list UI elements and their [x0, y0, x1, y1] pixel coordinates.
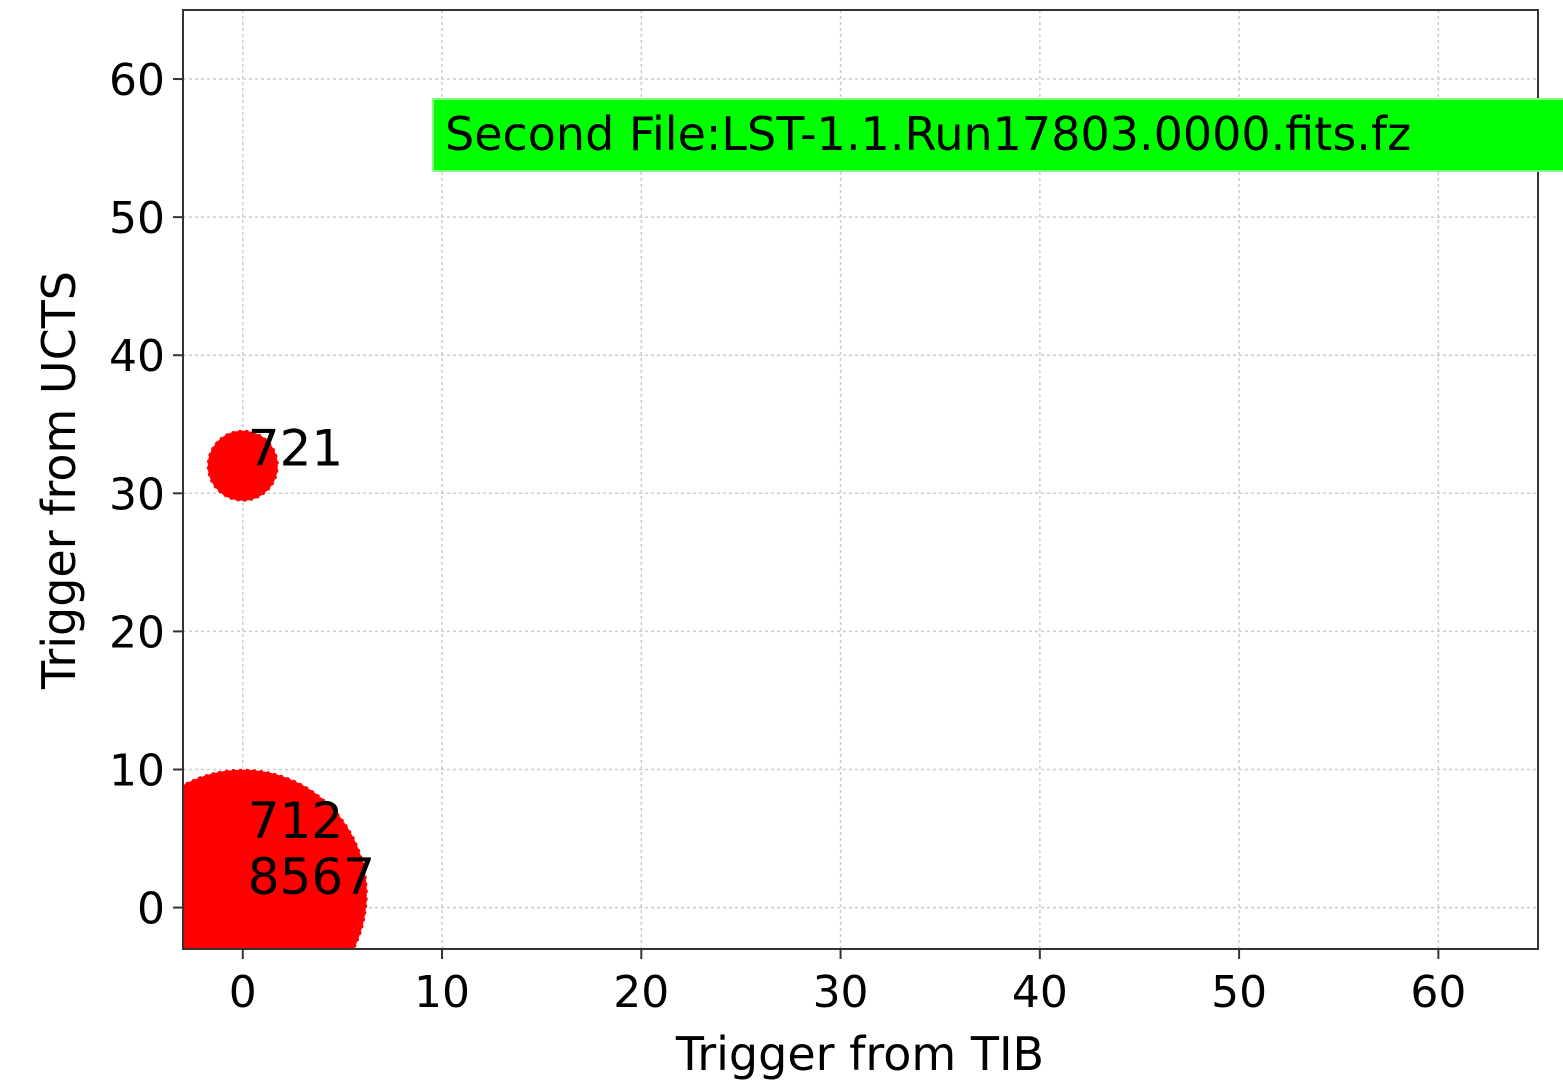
y-tick-label: 30: [109, 469, 165, 520]
x-axis-label: Trigger from TIB: [675, 1027, 1044, 1081]
x-tick-label: 60: [1410, 967, 1466, 1018]
file-annotation-box: [432, 98, 1563, 172]
x-tick-label: 30: [813, 967, 869, 1018]
data-point: [205, 428, 280, 503]
x-tick-label: 50: [1211, 967, 1267, 1018]
y-tick-label: 10: [109, 745, 165, 796]
y-tick-label: 40: [109, 331, 165, 382]
file-annotation: Second File:LST-1.1.Run17803.0000.fits.f…: [432, 98, 1563, 172]
y-tick-label: 50: [109, 193, 165, 244]
y-tick-label: 0: [137, 884, 165, 935]
x-tick-label: 40: [1012, 967, 1068, 1018]
data-points: [183, 428, 369, 949]
x-tick-label: 20: [613, 967, 669, 1018]
point-label: 8567: [248, 848, 375, 906]
y-axis-ticks: 0 10 20 30 40 50 60: [109, 55, 183, 935]
data-point: [183, 767, 369, 949]
plot-frame: [182, 9, 1539, 950]
y-axis-label: Trigger from UCTS: [32, 271, 86, 690]
y-tick-label: 60: [109, 55, 165, 106]
x-axis-ticks: 0 10 20 30 40 50 60: [229, 949, 1466, 1018]
y-tick-label: 20: [109, 607, 165, 658]
x-tick-label: 0: [229, 967, 257, 1018]
x-tick-label: 10: [414, 967, 470, 1018]
point-label: 721: [248, 420, 343, 478]
point-label: 712: [248, 792, 343, 850]
file-annotation-text: Second File:LST-1.1.Run17803.0000.fits.f…: [445, 107, 1411, 161]
